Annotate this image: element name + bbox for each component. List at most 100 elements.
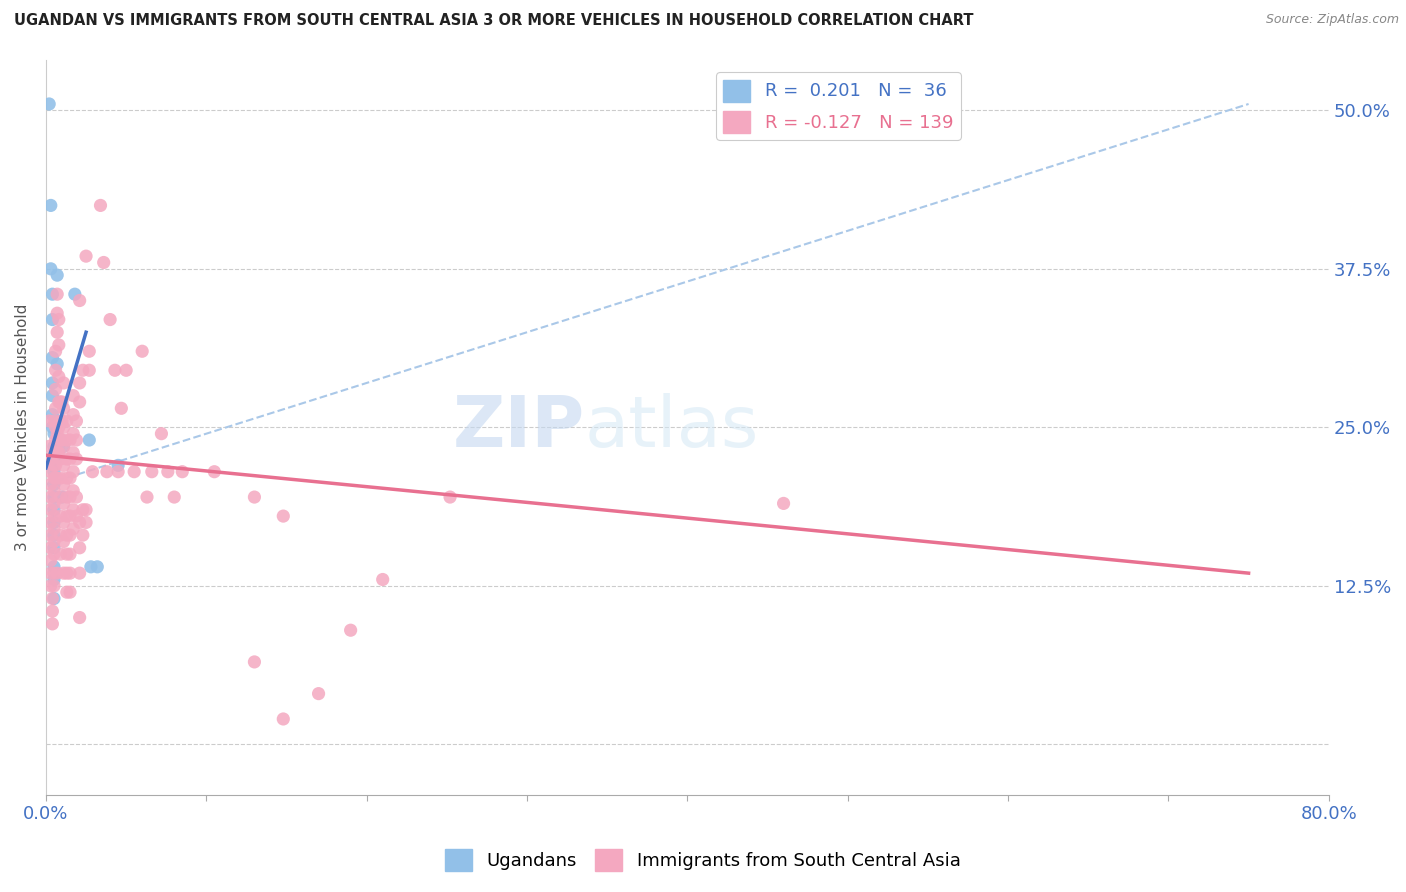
Point xyxy=(59,433,82,447)
Point xyxy=(75,516,97,530)
Point xyxy=(69,516,91,530)
Point xyxy=(80,559,103,574)
Point xyxy=(59,509,82,524)
Point xyxy=(49,509,72,524)
Point xyxy=(89,198,111,212)
Point xyxy=(45,363,67,377)
Point xyxy=(46,446,69,460)
Point xyxy=(339,624,361,638)
Point xyxy=(48,420,70,434)
Point xyxy=(45,490,67,504)
Point xyxy=(42,426,65,441)
Point xyxy=(42,458,65,473)
Point xyxy=(42,541,65,555)
Point xyxy=(42,534,65,549)
Point xyxy=(59,547,82,561)
Point xyxy=(41,591,63,606)
Point xyxy=(42,516,65,530)
Point xyxy=(172,465,194,479)
Point xyxy=(46,426,69,441)
Point xyxy=(49,414,72,428)
Point xyxy=(56,528,79,542)
Point xyxy=(56,471,79,485)
Point xyxy=(62,446,84,460)
Point xyxy=(52,376,75,390)
Point xyxy=(93,255,115,269)
Point xyxy=(69,610,91,624)
Point xyxy=(86,559,108,574)
Point xyxy=(51,414,73,428)
Text: UGANDAN VS IMMIGRANTS FROM SOUTH CENTRAL ASIA 3 OR MORE VEHICLES IN HOUSEHOLD CO: UGANDAN VS IMMIGRANTS FROM SOUTH CENTRAL… xyxy=(14,13,973,29)
Point xyxy=(371,573,394,587)
Point xyxy=(48,312,70,326)
Point xyxy=(38,439,60,453)
Point xyxy=(56,547,79,561)
Point xyxy=(77,433,100,447)
Point xyxy=(59,452,82,467)
Point xyxy=(39,553,62,567)
Point xyxy=(39,502,62,516)
Point xyxy=(49,490,72,504)
Point xyxy=(65,509,87,524)
Point xyxy=(82,465,104,479)
Text: Source: ZipAtlas.com: Source: ZipAtlas.com xyxy=(1265,13,1399,27)
Point xyxy=(45,420,67,434)
Point xyxy=(62,408,84,422)
Point xyxy=(41,287,63,301)
Point xyxy=(243,490,266,504)
Point xyxy=(42,483,65,498)
Point xyxy=(46,566,69,581)
Point xyxy=(56,452,79,467)
Point xyxy=(42,509,65,524)
Point xyxy=(49,452,72,467)
Point xyxy=(42,573,65,587)
Point xyxy=(49,395,72,409)
Point xyxy=(51,490,73,504)
Point xyxy=(45,446,67,460)
Point xyxy=(56,509,79,524)
Point xyxy=(42,471,65,485)
Point xyxy=(150,426,173,441)
Point xyxy=(42,522,65,536)
Point xyxy=(45,401,67,416)
Point xyxy=(52,439,75,453)
Point xyxy=(62,465,84,479)
Point xyxy=(163,490,186,504)
Point xyxy=(48,338,70,352)
Point xyxy=(41,408,63,422)
Point xyxy=(42,591,65,606)
Point xyxy=(69,376,91,390)
Point xyxy=(45,471,67,485)
Point xyxy=(772,496,794,510)
Point xyxy=(49,528,72,542)
Y-axis label: 3 or more Vehicles in Household: 3 or more Vehicles in Household xyxy=(15,303,30,551)
Point xyxy=(72,363,94,377)
Point xyxy=(46,471,69,485)
Point xyxy=(59,471,82,485)
Point xyxy=(42,559,65,574)
Point xyxy=(59,566,82,581)
Point xyxy=(141,465,163,479)
Point xyxy=(65,433,87,447)
Point xyxy=(122,465,145,479)
Point xyxy=(243,655,266,669)
Point xyxy=(75,502,97,516)
Point xyxy=(48,369,70,384)
Point xyxy=(41,616,63,631)
Point xyxy=(52,477,75,491)
Point xyxy=(45,433,67,447)
Point xyxy=(46,268,69,282)
Point xyxy=(41,312,63,326)
Text: ZIP: ZIP xyxy=(453,392,585,462)
Point xyxy=(42,439,65,453)
Point xyxy=(202,465,225,479)
Point xyxy=(39,198,62,212)
Point xyxy=(38,97,60,112)
Point xyxy=(45,452,67,467)
Point xyxy=(439,490,461,504)
Point xyxy=(115,363,138,377)
Point xyxy=(42,414,65,428)
Point xyxy=(56,585,79,599)
Point xyxy=(41,389,63,403)
Point xyxy=(51,395,73,409)
